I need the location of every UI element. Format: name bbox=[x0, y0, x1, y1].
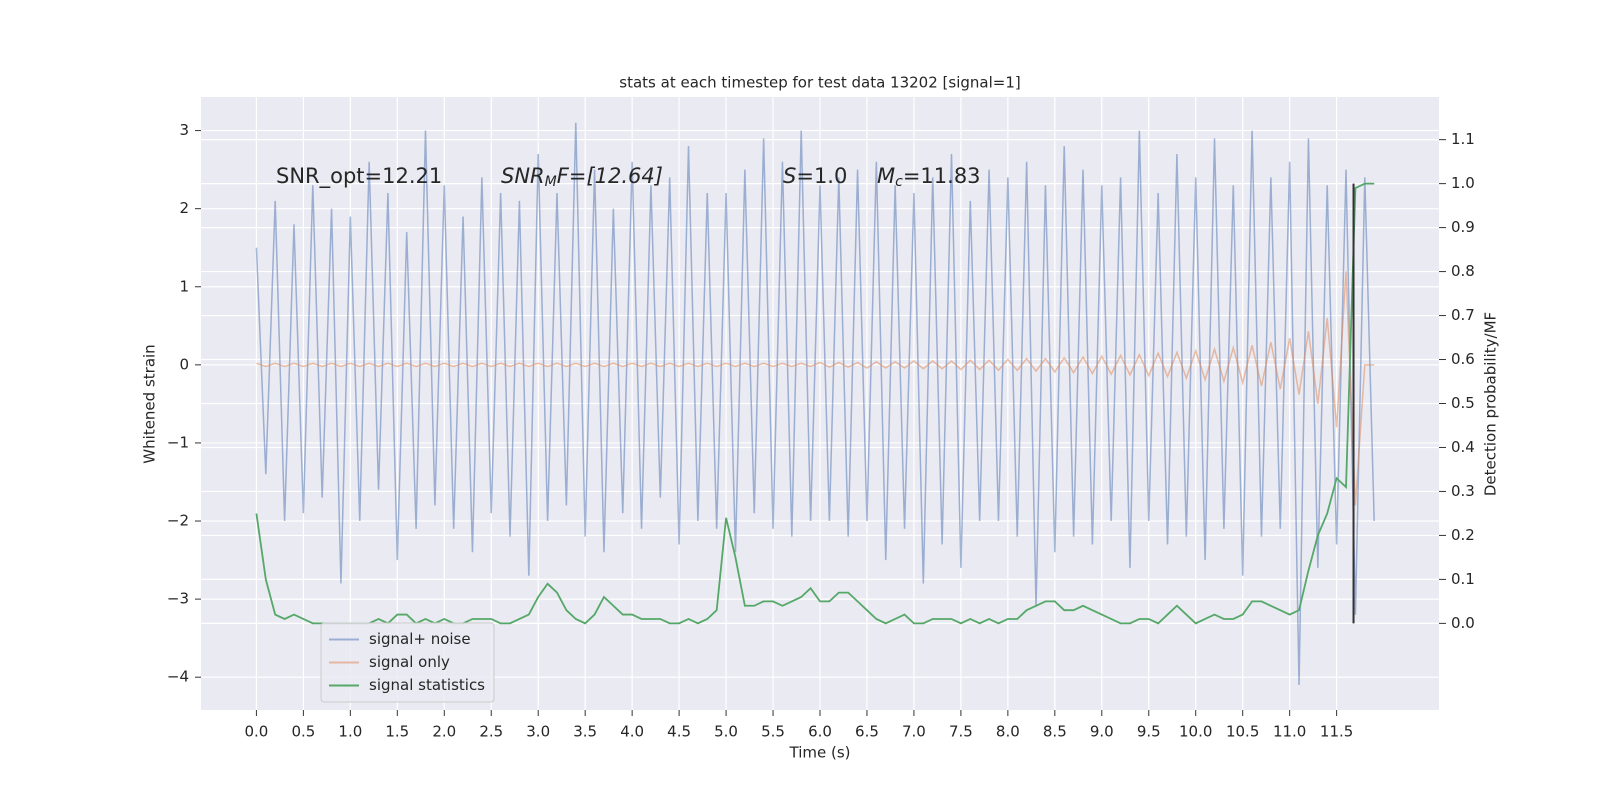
annotation: SNRMF=[12.64] bbox=[501, 164, 663, 190]
y-tick-label: 0 bbox=[179, 355, 189, 373]
annotation-text: M bbox=[877, 164, 895, 188]
y-tick-label: −3 bbox=[167, 590, 189, 608]
x-tick-label: 6.5 bbox=[855, 723, 879, 741]
y2-tick-label: 0.2 bbox=[1451, 526, 1475, 544]
x-tick-label: 8.5 bbox=[1043, 723, 1067, 741]
annotation-text: SNR bbox=[501, 164, 545, 188]
y-tick-label: 1 bbox=[179, 277, 189, 295]
x-tick-label: 6.0 bbox=[808, 723, 832, 741]
annotation-text: =11.83 bbox=[903, 164, 981, 188]
x-tick-label: 0.0 bbox=[244, 723, 268, 741]
y2-tick-label: 0.3 bbox=[1451, 482, 1475, 500]
y2-tick-label: 0.8 bbox=[1451, 262, 1475, 280]
chart-title: stats at each timestep for test data 132… bbox=[619, 74, 1020, 92]
y2-tick-label: 0.1 bbox=[1451, 570, 1475, 588]
y2-tick-label: 0.4 bbox=[1451, 438, 1475, 456]
annotation-text: S bbox=[783, 164, 796, 188]
x-tick-label: 5.0 bbox=[714, 723, 738, 741]
x-tick-label: 2.5 bbox=[479, 723, 503, 741]
series-line bbox=[256, 271, 1375, 506]
x-tick-label: 11.5 bbox=[1320, 723, 1353, 741]
x-tick-label: 8.0 bbox=[996, 723, 1020, 741]
y2-tick-label: 0.5 bbox=[1451, 394, 1475, 412]
y2-tick-label: 0.7 bbox=[1451, 306, 1475, 324]
y-axis-label: Whitened strain bbox=[141, 344, 159, 463]
y2-tick-label: 0.9 bbox=[1451, 218, 1475, 236]
annotation-subscript: M bbox=[545, 174, 557, 190]
y-tick-label: −1 bbox=[167, 433, 189, 451]
annotation-text: =1.0 bbox=[796, 164, 847, 188]
y2-tick-label: 1.1 bbox=[1451, 130, 1475, 148]
x-tick-label: 3.0 bbox=[526, 723, 550, 741]
x-tick-label: 11.0 bbox=[1273, 723, 1306, 741]
x-tick-label: 7.0 bbox=[902, 723, 926, 741]
x-tick-label: 4.0 bbox=[620, 723, 644, 741]
y-tick-label: 2 bbox=[179, 199, 189, 217]
x-tick-label: 1.5 bbox=[385, 723, 409, 741]
x-tick-label: 3.5 bbox=[573, 723, 597, 741]
y-tick-label: −2 bbox=[167, 512, 189, 530]
x-tick-label: 0.5 bbox=[291, 723, 315, 741]
legend: signal+ noise signal only signal statistic… bbox=[320, 622, 495, 703]
y2-tick-label: 1.0 bbox=[1451, 174, 1475, 192]
annotation: Mc=11.83 bbox=[877, 164, 981, 190]
annotation-text: F=[12.64] bbox=[557, 164, 663, 188]
legend-label: signal statistics bbox=[369, 676, 485, 694]
legend-label: signal only bbox=[369, 653, 450, 671]
series-line bbox=[255, 122, 1375, 686]
legend-box bbox=[320, 622, 495, 703]
x-tick-label: 9.5 bbox=[1137, 723, 1161, 741]
x-tick-label: 1.0 bbox=[338, 723, 362, 741]
annotation-subscript: c bbox=[895, 174, 903, 190]
x-tick-label: 2.0 bbox=[432, 723, 456, 741]
annotation-text: SNR_opt=12.21 bbox=[276, 164, 442, 189]
x-tick-label: 10.5 bbox=[1226, 723, 1259, 741]
series-line bbox=[255, 182, 1375, 625]
x-axis-label: Time (s) bbox=[789, 744, 851, 762]
x-tick-label: 10.0 bbox=[1179, 723, 1212, 741]
axes: 0.0 0.5 1.0 1.5 2.0 2.5 3.0 3.5 4.0 4.5 5.0 5.5 6.0 6… bbox=[167, 121, 1475, 740]
x-tick-label: 7.5 bbox=[949, 723, 973, 741]
annotation: S=1.0 bbox=[783, 164, 847, 188]
y2-tick-label: 0.6 bbox=[1451, 350, 1475, 368]
y-tick-label: 3 bbox=[179, 121, 189, 139]
y2-tick-label: 0.0 bbox=[1451, 614, 1475, 632]
y2-axis-label: Detection probability/MF bbox=[1482, 312, 1500, 496]
annotation: SNR_opt=12.21 bbox=[276, 164, 442, 189]
x-tick-label: 9.0 bbox=[1090, 723, 1114, 741]
y-tick-label: −4 bbox=[167, 668, 189, 686]
legend-label: signal+ noise bbox=[369, 630, 471, 648]
plot-marks bbox=[255, 122, 1375, 686]
x-tick-label: 5.5 bbox=[761, 723, 785, 741]
x-tick-label: 4.5 bbox=[667, 723, 691, 741]
